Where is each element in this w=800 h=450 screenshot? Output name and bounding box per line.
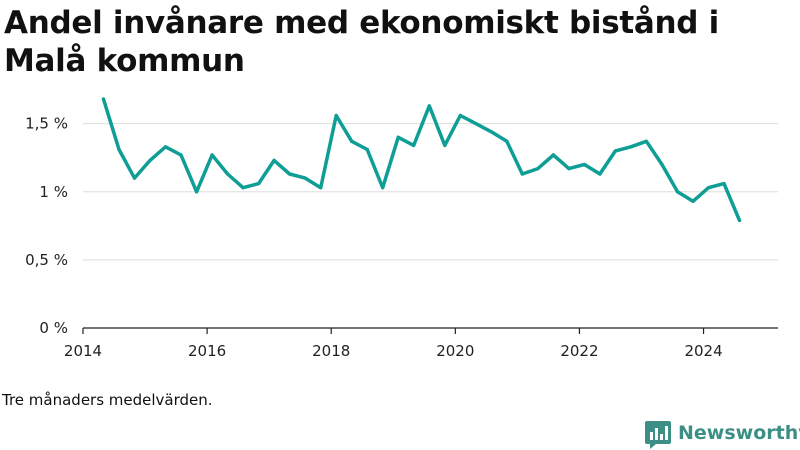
data-point	[288, 172, 292, 176]
data-point	[132, 176, 137, 180]
data-point	[613, 149, 618, 153]
data-point	[489, 130, 493, 134]
data-point	[520, 172, 524, 176]
data-point	[722, 181, 726, 186]
data-point	[101, 97, 106, 101]
data-point	[303, 176, 307, 180]
data-point	[567, 166, 571, 171]
data-point	[737, 218, 742, 222]
data-point	[194, 190, 199, 194]
data-point	[598, 172, 602, 176]
y-tick-label: 0,5 %	[25, 251, 68, 269]
brand-name: Newsworthy	[678, 422, 800, 444]
y-tick-label: 1,5 %	[25, 115, 68, 133]
data-point	[179, 153, 183, 157]
data-point	[210, 153, 214, 157]
y-axis: 0 % 0,5 % 1 % 1,5 %	[25, 115, 68, 337]
series-line	[101, 97, 742, 223]
y-tick-label: 0 %	[39, 319, 68, 337]
data-point	[458, 113, 462, 118]
data-point	[148, 158, 152, 163]
grid-lines	[83, 123, 778, 261]
x-tick-label: 2014	[64, 342, 102, 360]
x-tick-label: 2022	[560, 342, 598, 360]
data-point	[117, 147, 121, 152]
chart-title: Andel invånare med ekonomiskt bistånd i …	[4, 5, 719, 79]
data-point	[551, 153, 555, 157]
x-tick-label: 2016	[188, 342, 226, 360]
data-point	[319, 186, 323, 190]
data-point	[163, 145, 168, 149]
data-point	[365, 147, 369, 152]
data-point	[443, 143, 447, 148]
data-point	[675, 190, 680, 194]
data-point	[706, 186, 711, 190]
y-tick-label: 1 %	[39, 183, 68, 201]
data-point	[536, 166, 540, 171]
data-point	[660, 162, 664, 167]
x-tick-label: 2020	[436, 342, 474, 360]
data-point	[396, 135, 400, 139]
x-tick-label: 2024	[684, 342, 722, 360]
data-point	[257, 181, 261, 186]
data-point	[272, 158, 276, 163]
data-point	[427, 104, 431, 108]
data-point	[381, 186, 385, 190]
data-point	[691, 199, 695, 203]
data-point	[334, 113, 338, 118]
data-point	[505, 139, 509, 143]
bar-chart-speech-bubble-icon	[645, 421, 671, 449]
footnote: Tre månaders medelvärden.	[2, 391, 213, 409]
data-point	[582, 162, 586, 167]
x-axis: 2014 2016 2018 2020 2022 2024	[64, 327, 778, 360]
data-point	[412, 143, 416, 148]
line-chart: 0 % 0,5 % 1 % 1,5 % 2014 2016 2018 2020 2022 202…	[25, 97, 778, 360]
data-point	[241, 186, 245, 190]
data-point	[629, 145, 633, 149]
series-lines	[101, 97, 742, 223]
data-point	[350, 139, 354, 143]
data-point	[225, 172, 230, 176]
data-point	[644, 139, 649, 143]
x-tick-label: 2018	[312, 342, 350, 360]
data-point	[474, 122, 478, 126]
